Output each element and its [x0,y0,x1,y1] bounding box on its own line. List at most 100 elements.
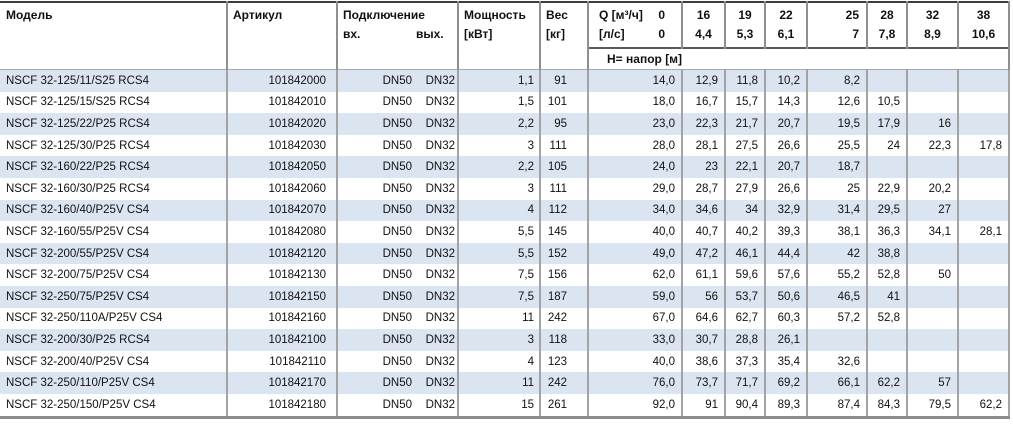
cell-model: NSCF 32-125/22/P25 RCS4 [0,113,228,135]
cell-model: NSCF 32-250/110A/P25V CS4 [0,307,228,330]
cell-head-q25: 66,1 [807,372,869,394]
cell-head-q19: 53,7 [725,285,767,308]
cell-head-q16: 28,7 [682,177,727,200]
cell-weight: 91 [540,69,590,92]
cell-head-q0: 14,0 [588,69,684,92]
col-header-flow-value: 22 6,1 [765,2,809,49]
cell-head-q22: 26,6 [765,134,809,157]
cell-head-q22: 20,7 [765,113,809,135]
cell-inlet: DN50 [337,69,415,92]
cell-outlet: DN32 [415,264,460,286]
table-row: NSCF 32-200/75/P25V CS4 101842130 DN50 D… [0,264,1011,286]
cell-head-q22: 32,9 [765,199,809,222]
cell-head-q25: 46,5 [807,285,869,308]
flow-q-m3h-unit: Q [м³/ч] [599,8,643,22]
cell-head-q16: 23 [682,156,727,178]
col-header-flow-value: 16 4,4 [682,2,727,49]
cell-article: 101842110 [227,350,338,373]
cell-head-q22: 60,3 [765,307,809,330]
cell-head-q0: 28,0 [588,134,684,157]
col-header-connection: Подключение вх. вых. [337,2,460,70]
cell-weight: 95 [540,113,590,135]
cell-head-q0: 23,0 [588,113,684,135]
cell-head-q22: 69,2 [765,372,809,394]
cell-power: 3 [458,329,542,351]
flow-ls-value: 6,1 [777,27,795,41]
cell-power: 4 [458,350,542,373]
head-band-row: Н= напор [м] [0,47,1011,70]
cell-article: 101842070 [227,199,338,222]
cell-head-q19: 27,9 [725,177,767,200]
cell-head-q0: 59,0 [588,285,684,308]
table-row: NSCF 32-250/110/P25V CS4 101842170 DN50 … [0,372,1011,394]
col-header-power-label: Мощность [464,8,526,22]
cell-power: 15 [458,393,542,417]
cell-head-q22: 26,1 [765,329,809,351]
cell-model: NSCF 32-200/55/P25V CS4 [0,242,228,265]
cell-inlet: DN50 [337,285,415,308]
cell-head-q19: 62,7 [725,307,767,330]
col-header-model-label: Модель [6,8,53,22]
cell-article: 101842060 [227,177,338,200]
cell-outlet: DN32 [415,91,460,114]
cell-head-q38 [958,91,1011,114]
cell-head-q0: 29,0 [588,177,684,200]
flow-m3h-value: 25 [845,8,860,22]
cell-article: 101842050 [227,156,338,178]
cell-weight: 105 [540,156,590,178]
cell-head-q28 [867,69,909,92]
flow-q-ls-zero: 0 [658,27,666,41]
cell-head-q28: 29,5 [867,199,909,222]
cell-head-q16: 73,7 [682,372,727,394]
cell-head-q28: 62,2 [867,372,909,394]
cell-model: NSCF 32-250/75/P25V CS4 [0,285,228,308]
col-header-weight: Вес [кг] [540,2,590,70]
cell-head-q19: 28,8 [725,329,767,351]
cell-head-q0: 40,0 [588,221,684,243]
cell-model: NSCF 32-200/40/P25V CS4 [0,350,228,373]
cell-head-q32 [907,242,960,265]
flow-m3h-value: 28 [880,8,894,22]
cell-inlet: DN50 [337,393,415,417]
cell-head-q38 [958,177,1011,200]
cell-head-q19: 21,7 [725,113,767,135]
cell-head-q16: 30,7 [682,329,727,351]
cell-head-q32 [907,285,960,308]
cell-outlet: DN32 [415,329,460,351]
cell-head-q38 [958,372,1011,394]
cell-power: 5,5 [458,242,542,265]
cell-article: 101842020 [227,113,338,135]
cell-head-q22: 44,4 [765,242,809,265]
col-header-outlet-label: вых. [416,27,444,41]
cell-head-q28: 84,3 [867,393,909,417]
col-header-flow-value: 38 10,6 [958,2,1011,49]
cell-power: 11 [458,372,542,394]
col-header-flow-value: 19 5,3 [725,2,767,49]
table-row: NSCF 32-160/22/P25 RCS4 101842050 DN50 D… [0,156,1011,178]
cell-head-q25: 18,7 [807,156,869,178]
cell-power: 2,2 [458,113,542,135]
cell-head-q22: 89,3 [765,393,809,417]
col-header-weight-label: Вес [546,8,568,22]
cell-head-q38 [958,242,1011,265]
cell-head-q22: 10,2 [765,69,809,92]
cell-head-q32 [907,307,960,330]
table-row: NSCF 32-160/30/P25 RCS4 101842060 DN50 D… [0,177,1011,200]
cell-article: 101842030 [227,134,338,157]
cell-head-q28: 41 [867,285,909,308]
cell-model: NSCF 32-125/15/S25 RCS4 [0,91,228,114]
table-row: NSCF 32-250/110A/P25V CS4 101842160 DN50… [0,307,1011,330]
col-header-power: Мощность [кВт] [458,2,542,70]
cell-article: 101842180 [227,393,338,417]
cell-head-q22: 14,3 [765,91,809,114]
cell-head-q38 [958,350,1011,373]
table-row: NSCF 32-125/11/S25 RCS4 101842000 DN50 D… [0,69,1011,92]
cell-head-q16: 56 [682,285,727,308]
cell-model: NSCF 32-200/75/P25V CS4 [0,264,228,286]
cell-inlet: DN50 [337,307,415,330]
cell-head-q0: 40,0 [588,350,684,373]
cell-head-q22: 50,6 [765,285,809,308]
cell-head-q16: 16,7 [682,91,727,114]
cell-outlet: DN32 [415,177,460,200]
cell-head-q0: 18,0 [588,91,684,114]
